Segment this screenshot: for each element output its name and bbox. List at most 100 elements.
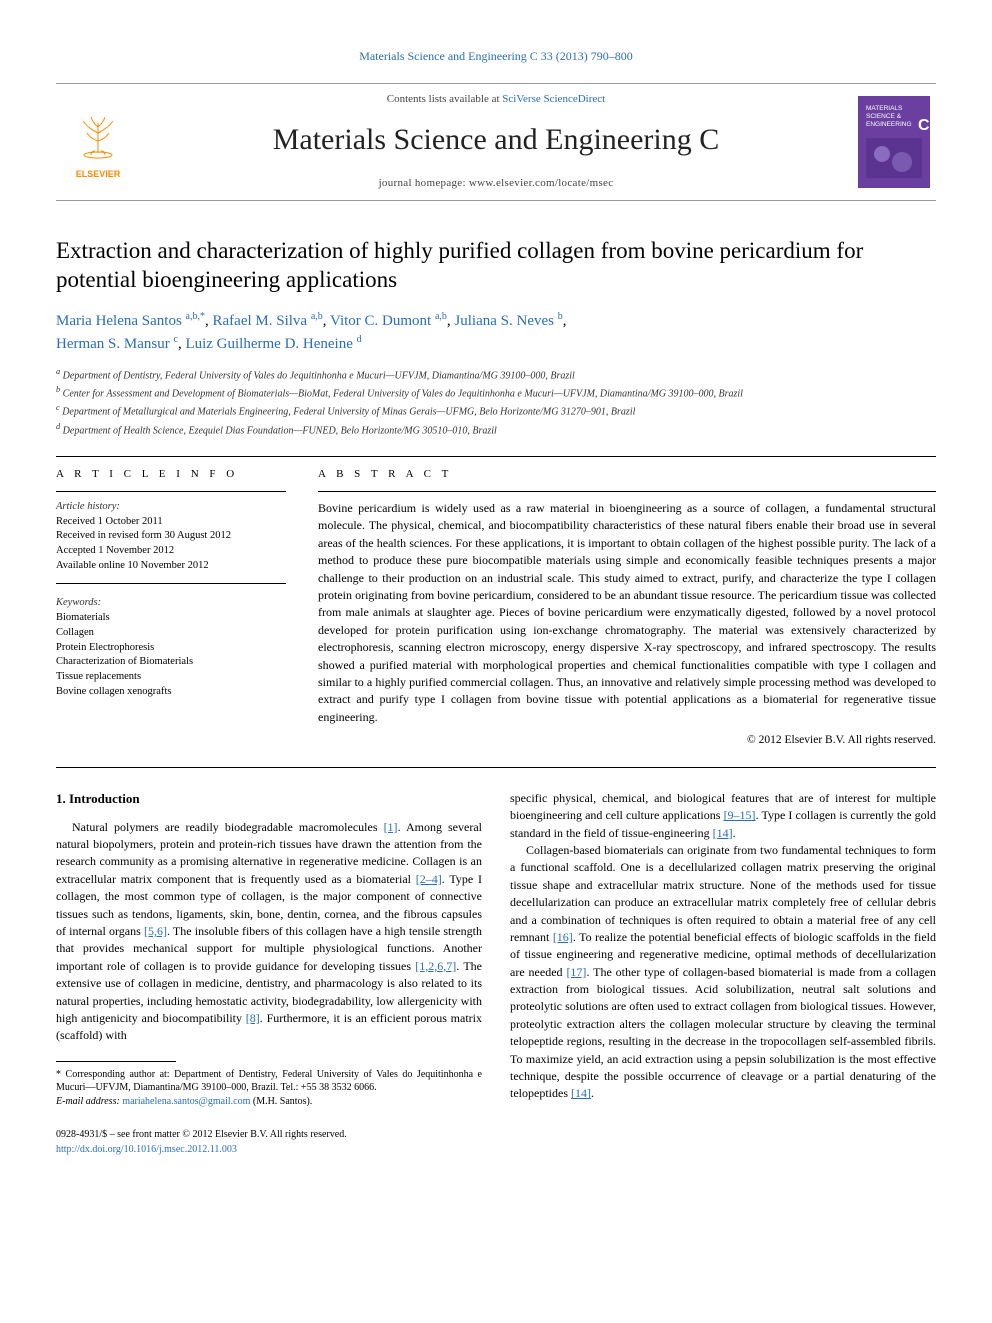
elsevier-tree-logo-icon: ELSEVIER (63, 103, 133, 181)
corresponding-footnote: * Corresponding author at: Department of… (56, 1068, 482, 1109)
page-footer: 0928-4931/$ – see front matter © 2012 El… (56, 1128, 936, 1157)
affiliation-b: b Center for Assessment and Development … (56, 384, 936, 401)
abstract-text: Bovine pericardium is widely used as a r… (318, 500, 936, 726)
author-sup-3: b (558, 311, 563, 322)
ref-link-14a[interactable]: [14] (713, 826, 733, 840)
keyword-5: Bovine collagen xenografts (56, 685, 286, 700)
article-title: Extraction and characterization of highl… (56, 237, 936, 295)
p3-a: Collagen-based biomaterials can originat… (510, 843, 936, 944)
history-line-2: Accepted 1 November 2012 (56, 544, 286, 559)
affiliations: a Department of Dentistry, Federal Unive… (56, 366, 936, 438)
aff-text-d: Department of Health Science, Ezequiel D… (63, 425, 497, 436)
info-subrule-1 (56, 491, 286, 492)
author-sup-2: a,b (435, 311, 447, 322)
aff-text-b: Center for Assessment and Development of… (63, 388, 743, 399)
footnote-separator (56, 1061, 176, 1062)
keyword-1: Collagen (56, 626, 286, 641)
email-label: E-mail address: (56, 1096, 122, 1107)
ref-link-2-4[interactable]: [2–4] (416, 872, 442, 886)
corr-email-link[interactable]: mariahelena.santos@gmail.com (122, 1096, 250, 1107)
author-link-1[interactable]: Rafael M. Silva (213, 313, 308, 329)
journal-cover-wrap: MATERIALS SCIENCE & ENGINEERING C (852, 96, 936, 188)
aff-tag-d: d (56, 422, 60, 431)
intro-para-1: Natural polymers are readily biodegradab… (56, 819, 482, 1045)
aff-tag-c: c (56, 403, 60, 412)
aff-tag-a: a (56, 367, 60, 376)
aff-tag-b: b (56, 385, 60, 394)
author-link-3[interactable]: Juliana S. Neves (454, 313, 554, 329)
ref-link-14b[interactable]: [14] (571, 1086, 591, 1100)
abstract-copyright: © 2012 Elsevier B.V. All rights reserved… (318, 732, 936, 749)
contents-available-line: Contents lists available at SciVerse Sci… (140, 92, 852, 108)
section-heading-intro: 1. Introduction (56, 790, 482, 809)
header-citation-text: Materials Science and Engineering C 33 (… (359, 49, 633, 63)
article-history-block: Article history: Received 1 October 2011… (56, 500, 286, 584)
author-list: Maria Helena Santos a,b,*, Rafael M. Sil… (56, 310, 936, 356)
author-name-3: Juliana S. Neves (454, 313, 554, 329)
keyword-2: Protein Electrophoresis (56, 641, 286, 656)
abstract-subrule (318, 491, 936, 492)
body-col-left: 1. Introduction Natural polymers are rea… (56, 790, 482, 1108)
sciencedirect-link[interactable]: SciVerse ScienceDirect (502, 93, 605, 105)
body-columns: 1. Introduction Natural polymers are rea… (56, 790, 936, 1108)
history-line-1: Received in revised form 30 August 2012 (56, 529, 286, 544)
keyword-0: Biomaterials (56, 611, 286, 626)
intro-para-2: specific physical, chemical, and biologi… (510, 790, 936, 842)
cover-line-2: SCIENCE & (866, 113, 902, 120)
info-abstract-row: A R T I C L E I N F O Article history: R… (56, 467, 936, 749)
body-col-right: specific physical, chemical, and biologi… (510, 790, 936, 1108)
contents-prefix: Contents lists available at (387, 93, 502, 105)
author-name-5: Luiz Guilherme D. Heneine (185, 336, 352, 352)
cover-line-1: MATERIALS (866, 105, 903, 112)
ref-link-1[interactable]: [1] (384, 820, 398, 834)
email-line: E-mail address: mariahelena.santos@gmail… (56, 1095, 482, 1109)
author-sup-1: a,b (311, 311, 323, 322)
history-line-0: Received 1 October 2011 (56, 515, 286, 530)
journal-cover-icon: MATERIALS SCIENCE & ENGINEERING C (858, 96, 930, 188)
history-label: Article history: (56, 500, 286, 515)
keyword-4: Tissue replacements (56, 670, 286, 685)
publisher-logo-wrap: ELSEVIER (56, 103, 140, 181)
affiliation-c: c Department of Metallurgical and Materi… (56, 402, 936, 419)
journal-title: Materials Science and Engineering C (140, 118, 852, 162)
author-sup-5: d (357, 334, 362, 345)
author-link-5[interactable]: Luiz Guilherme D. Heneine (185, 336, 352, 352)
ref-link-1267[interactable]: [1,2,6,7] (415, 959, 456, 973)
author-name-4: Herman S. Mansur (56, 336, 170, 352)
history-line-3: Available online 10 November 2012 (56, 559, 286, 574)
author-name-2: Vitor C. Dumont (330, 313, 431, 329)
affiliation-a: a Department of Dentistry, Federal Unive… (56, 366, 936, 383)
journal-banner: ELSEVIER Contents lists available at Sci… (56, 83, 936, 200)
corresponding-author-star[interactable]: * (200, 311, 205, 322)
article-info-column: A R T I C L E I N F O Article history: R… (56, 467, 286, 749)
cover-letter-c: C (918, 117, 930, 134)
body-rule (56, 767, 936, 768)
publisher-name: ELSEVIER (76, 169, 121, 179)
aff-text-a: Department of Dentistry, Federal Univers… (63, 370, 575, 381)
keywords-label: Keywords: (56, 596, 286, 611)
abstract-column: A B S T R A C T Bovine pericardium is wi… (318, 467, 936, 749)
article-info-heading: A R T I C L E I N F O (56, 467, 286, 483)
ref-link-5-6[interactable]: [5,6] (144, 924, 167, 938)
author-link-2[interactable]: Vitor C. Dumont (330, 313, 431, 329)
header-citation-link[interactable]: Materials Science and Engineering C 33 (… (56, 48, 936, 65)
ref-link-9-15[interactable]: [9–15] (724, 808, 756, 822)
intro-para-3: Collagen-based biomaterials can originat… (510, 842, 936, 1103)
banner-center: Contents lists available at SciVerse Sci… (140, 92, 852, 191)
footer-copyright-line: 0928-4931/$ – see front matter © 2012 El… (56, 1128, 936, 1143)
cover-line-3: ENGINEERING (866, 121, 912, 128)
email-author-suffix: (M.H. Santos). (250, 1096, 312, 1107)
author-link-4[interactable]: Herman S. Mansur (56, 336, 170, 352)
author-link-0[interactable]: Maria Helena Santos (56, 313, 182, 329)
journal-homepage-line: journal homepage: www.elsevier.com/locat… (140, 176, 852, 192)
author-name-0: Maria Helena Santos (56, 313, 182, 329)
author-sup-4: c (173, 334, 177, 345)
ref-link-17[interactable]: [17] (566, 965, 586, 979)
doi-link[interactable]: http://dx.doi.org/10.1016/j.msec.2012.11… (56, 1144, 237, 1155)
p2-c: . (733, 826, 736, 840)
p3-d: . (591, 1086, 594, 1100)
ref-link-8[interactable]: [8] (246, 1011, 260, 1025)
ref-link-16[interactable]: [16] (553, 930, 573, 944)
abstract-heading: A B S T R A C T (318, 467, 936, 483)
affiliation-d: d Department of Health Science, Ezequiel… (56, 421, 936, 438)
